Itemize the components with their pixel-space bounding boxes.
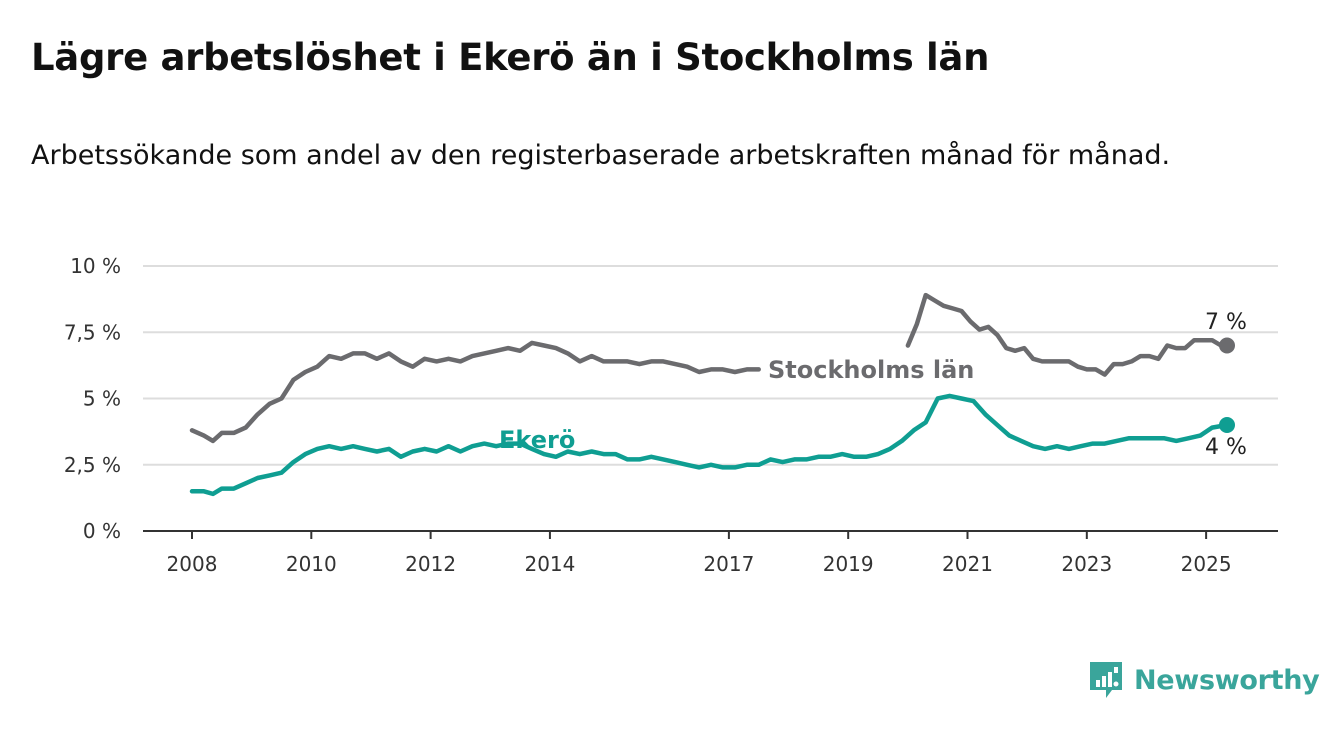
line-chart: 0 % 2,5 % 5 % 7,5 % 10 % 2008 2010 2012 2014 201…	[64, 254, 1278, 576]
y-tick-label: 0 %	[83, 519, 121, 543]
end-marker-ekero	[1219, 417, 1235, 433]
series-line-stockholm	[905, 292, 1230, 377]
chart-subtitle: Arbetssökande som andel av den registerb…	[31, 140, 1171, 171]
y-axis-ticks: 0 % 2,5 % 5 % 7,5 % 10 %	[64, 254, 121, 543]
x-tick-label: 2014	[524, 552, 575, 576]
x-tick-label: 2012	[405, 552, 456, 576]
series-line-ekero	[189, 393, 1230, 497]
x-axis: 2008 2010 2012 2014 2017 2019 2021 2023 2025	[143, 530, 1278, 576]
chart-title: Lägre arbetslöshet i Ekerö än i Stockhol…	[31, 36, 990, 79]
end-label-ekero: 4 %	[1205, 435, 1247, 460]
x-tick-label: 2017	[703, 552, 754, 576]
newsworthy-logo-icon	[1090, 662, 1122, 698]
gridlines	[143, 265, 1278, 466]
end-label-stockholm: 7 %	[1205, 310, 1247, 335]
x-tick-label: 2023	[1061, 552, 1112, 576]
newsworthy-logo-text: Newsworthy	[1134, 664, 1320, 696]
x-tick-label: 2010	[286, 552, 337, 576]
y-tick-label: 2,5 %	[64, 453, 121, 477]
y-tick-label: 7,5 %	[64, 320, 121, 344]
x-tick-label: 2008	[167, 552, 218, 576]
x-tick-label: 2019	[823, 552, 874, 576]
x-tick-label: 2021	[942, 552, 993, 576]
y-tick-label: 5 %	[83, 387, 121, 411]
newsworthy-logo: Newsworthy	[1088, 660, 1320, 700]
series-labels: Stockholms län Ekerö 7 % 4 %	[499, 310, 1247, 460]
y-tick-label: 10 %	[70, 254, 121, 278]
series-label-stockholm: Stockholms län	[768, 356, 974, 384]
x-tick-label: 2025	[1181, 552, 1232, 576]
end-marker-stockholm	[1219, 337, 1235, 354]
series-lines	[189, 292, 1235, 497]
series-label-ekero: Ekerö	[499, 426, 575, 454]
series-line-stockholm	[189, 340, 761, 444]
